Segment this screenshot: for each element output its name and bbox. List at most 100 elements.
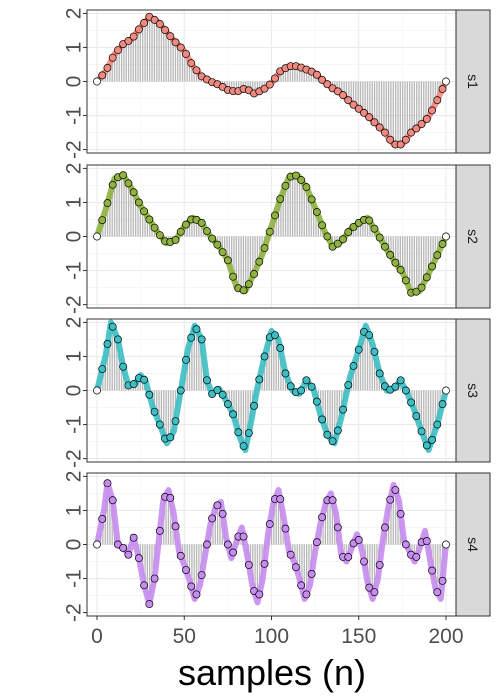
sample-point: [103, 199, 112, 208]
y-tick-label: -1: [63, 415, 86, 434]
sample-point: [412, 553, 421, 561]
sample-point: [370, 118, 379, 127]
sample-point: [98, 515, 107, 523]
sample-point: [192, 325, 201, 334]
sample-point: [213, 386, 222, 395]
sample-point: [119, 543, 128, 552]
sample-point: [244, 560, 253, 569]
sample-point: [98, 71, 107, 80]
sample-point: [171, 522, 180, 531]
sample-point: [417, 120, 426, 129]
sample-point: [124, 550, 133, 559]
sample-point: [438, 576, 447, 585]
facet-strip-label: s3: [465, 383, 481, 398]
sample-point: [370, 224, 379, 233]
sample-point: [208, 389, 217, 398]
sample-point: [255, 590, 264, 599]
sample-point: [182, 355, 190, 364]
sample-point: [113, 46, 122, 55]
sample-point: [302, 183, 311, 192]
sample-point: [145, 600, 154, 609]
sample-point: [344, 96, 353, 105]
sample-point: [375, 123, 384, 132]
sample-point: [422, 273, 431, 282]
sample-point: [239, 442, 248, 451]
sample-point: [202, 540, 211, 549]
sample-point: [187, 333, 196, 342]
y-tick-label: -2: [63, 140, 86, 159]
sample-point: [417, 283, 426, 292]
sample-point: [124, 37, 133, 45]
sample-point: [155, 231, 164, 240]
sample-point: [333, 523, 342, 532]
sample-point: [433, 96, 442, 105]
sample-point: [250, 270, 258, 278]
sample-point: [103, 479, 112, 488]
sample-point: [354, 536, 363, 544]
sample-point: [349, 362, 358, 370]
sample-point: [182, 49, 190, 58]
sample-point: [433, 588, 442, 597]
y-tick-label: 1: [63, 42, 86, 54]
sample-point: [344, 228, 353, 237]
sample-point: [412, 124, 421, 133]
sample-point: [396, 376, 405, 385]
sample-point: [223, 256, 232, 265]
facet-strip: [455, 472, 491, 617]
sample-point: [244, 280, 253, 289]
sample-point: [271, 74, 279, 83]
x-tick-label: 100: [254, 625, 289, 648]
sample-point: [401, 276, 410, 285]
sample-point: [391, 486, 400, 494]
y-tick-label: -2: [63, 603, 86, 622]
sample-point: [380, 128, 389, 137]
sample-point: [213, 240, 222, 249]
sample-point: [281, 369, 290, 378]
sample-point: [265, 520, 274, 529]
sample-point: [202, 227, 211, 236]
sample-point: [281, 181, 290, 190]
x-tick-label: 150: [341, 625, 376, 648]
sample-point: [229, 410, 238, 419]
sample-point: [297, 581, 306, 590]
sample-point: [265, 80, 274, 89]
sample-point: [129, 533, 138, 542]
sample-point: [234, 428, 243, 437]
x-axis: 0 50 100 150 200: [91, 616, 464, 648]
sample-point: [386, 495, 395, 504]
sample-point: [161, 26, 170, 35]
sample-point: [328, 437, 337, 446]
sample-point: [108, 496, 117, 505]
sample-point: [318, 415, 327, 424]
sample-point: [134, 198, 143, 207]
y-tick-label: 0: [63, 539, 86, 551]
sample-point: [422, 537, 431, 546]
panel-s2: s2 -2 -1 0 1 2: [63, 163, 491, 314]
sample-point: [442, 540, 450, 549]
panel-s3: s3 -2 -1 0 1 2: [63, 317, 491, 468]
sample-point: [103, 63, 112, 72]
sample-point: [93, 540, 101, 549]
sample-point: [150, 574, 159, 583]
sample-point: [208, 514, 217, 523]
sample-point: [323, 80, 332, 89]
sample-point: [229, 548, 238, 557]
sample-point: [93, 77, 101, 86]
y-tick-label: -2: [63, 295, 86, 314]
sample-point: [442, 232, 450, 241]
sample-point: [192, 66, 201, 75]
sample-point: [119, 171, 128, 180]
sample-point: [271, 211, 279, 220]
sample-point: [108, 53, 117, 62]
sample-point: [323, 430, 332, 439]
sample-point: [140, 207, 149, 216]
sample-point: [354, 104, 363, 113]
sample-point: [407, 398, 416, 407]
facet-strip: [455, 9, 491, 154]
sample-point: [155, 526, 164, 535]
sample-point: [401, 135, 410, 144]
facet-strip: [455, 318, 491, 463]
sample-point: [171, 417, 180, 426]
sample-point: [391, 258, 400, 267]
